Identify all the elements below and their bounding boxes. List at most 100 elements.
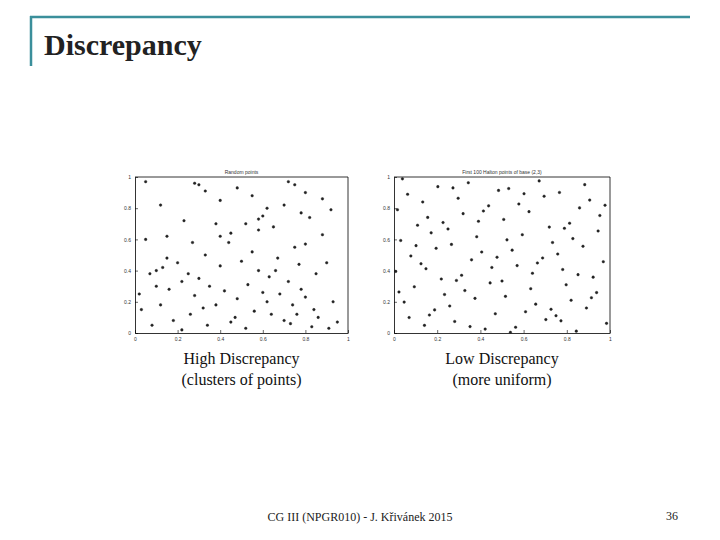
- tick-mark: [394, 333, 397, 334]
- point: [266, 301, 269, 304]
- point: [310, 325, 313, 328]
- point: [317, 316, 320, 319]
- header-rule: [30, 16, 690, 19]
- point: [138, 293, 141, 296]
- point: [144, 238, 147, 241]
- point: [257, 229, 260, 232]
- point: [548, 226, 551, 229]
- point: [262, 215, 265, 218]
- point: [416, 224, 419, 227]
- point: [511, 249, 514, 252]
- point: [420, 262, 423, 265]
- point: [604, 204, 607, 207]
- tick-mark: [610, 330, 611, 333]
- point: [442, 221, 445, 224]
- point: [428, 314, 431, 317]
- tick: 1: [128, 174, 138, 180]
- point: [219, 265, 222, 268]
- point: [577, 273, 580, 276]
- tick-label: 0.8: [124, 205, 131, 211]
- point: [266, 207, 269, 210]
- point: [421, 201, 424, 204]
- tick-mark: [394, 177, 397, 178]
- point: [204, 254, 207, 257]
- point: [521, 233, 524, 236]
- tick-label: 1: [609, 336, 612, 342]
- point: [176, 262, 179, 265]
- point: [556, 253, 559, 256]
- point: [328, 327, 331, 330]
- point: [274, 269, 277, 272]
- point: [181, 329, 184, 332]
- point: [507, 187, 510, 190]
- point: [443, 293, 446, 296]
- tick: 0: [128, 330, 138, 336]
- tick-label: 0.6: [383, 237, 390, 243]
- point: [470, 259, 473, 262]
- point: [230, 232, 233, 235]
- tick-mark: [394, 239, 397, 240]
- point: [415, 244, 418, 247]
- slide-title: Discrepancy: [44, 28, 202, 61]
- point: [159, 204, 162, 207]
- point: [555, 314, 558, 317]
- point: [447, 228, 450, 231]
- point: [578, 207, 581, 210]
- tick: 0.4: [124, 268, 138, 274]
- point: [560, 320, 563, 323]
- point: [523, 192, 526, 195]
- point: [223, 290, 226, 293]
- point: [457, 197, 460, 200]
- point: [247, 283, 250, 286]
- point: [568, 222, 571, 225]
- point: [563, 227, 566, 230]
- point: [528, 210, 531, 213]
- slide: Discrepancy CG III (NPGR010) - J. Křiváne…: [0, 0, 720, 540]
- point: [506, 239, 509, 242]
- point: [550, 308, 553, 311]
- tick: 0.4: [383, 268, 397, 274]
- tick: 1: [387, 174, 397, 180]
- point: [287, 180, 290, 183]
- point: [166, 257, 169, 260]
- point: [501, 280, 504, 283]
- point: [151, 324, 154, 327]
- point: [191, 241, 194, 244]
- point: [161, 266, 164, 269]
- point: [293, 184, 296, 187]
- point: [244, 223, 247, 226]
- caption: Low Discrepancy: [445, 350, 558, 368]
- tick: 0.2: [175, 330, 182, 342]
- point: [585, 307, 588, 310]
- point: [236, 187, 239, 190]
- point: [551, 241, 554, 244]
- point: [595, 291, 598, 294]
- point: [430, 232, 433, 235]
- point: [450, 243, 453, 246]
- point: [168, 288, 171, 291]
- point: [304, 296, 307, 299]
- point: [279, 293, 282, 296]
- point: [155, 285, 158, 288]
- point: [477, 220, 480, 223]
- tick-label: 0.8: [564, 336, 571, 342]
- point: [270, 313, 273, 316]
- point: [558, 191, 561, 194]
- tick-mark: [348, 330, 349, 333]
- point: [455, 279, 458, 282]
- point: [325, 262, 328, 265]
- point: [469, 325, 472, 328]
- point: [189, 313, 192, 316]
- point: [300, 212, 303, 215]
- point: [227, 241, 230, 244]
- tick: 1: [609, 330, 612, 342]
- y-axis: 00.20.40.60.81: [383, 174, 397, 336]
- footer: CG III (NPGR010) - J. Křivánek 2015: [268, 510, 453, 524]
- point: [289, 322, 292, 325]
- tick-mark: [305, 330, 306, 333]
- points: [394, 178, 607, 334]
- point: [193, 182, 196, 185]
- point: [433, 309, 436, 312]
- point: [300, 288, 303, 291]
- point: [283, 319, 286, 322]
